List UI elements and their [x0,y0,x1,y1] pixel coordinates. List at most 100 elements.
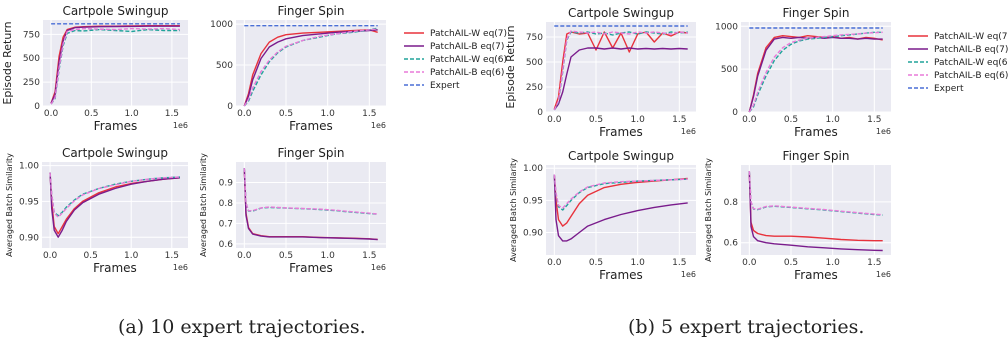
x-tick-label: 1.0 [124,109,139,119]
x-axis-label: Frames [289,261,333,275]
legend-b: PatchAIL-W eq(7) PatchAIL-B eq(7) PatchAIL… [908,32,1008,94]
legend-label: PatchAIL-B eq(6) [430,68,504,78]
x-tick-label: 1.5 [165,109,179,119]
x-axis-label: Frames [289,119,333,133]
chart-a-finger-return: 0.0 0.5 1.0 1.5 0 500 1000 Finger Spin Frames 1e6 [210,4,386,133]
y-tick-label: 0.90 [523,229,543,239]
x-exponent-label: 1e6 [876,127,891,136]
legend-a: PatchAIL-W eq(7) PatchAIL-B eq(7) PatchAIL… [404,29,507,91]
chart-title: Finger Spin [278,4,345,18]
x-tick-label: 0.0 [742,115,757,125]
x-tick-label: 0.0 [237,251,252,261]
legend-label: PatchAIL-W eq(7) [934,32,1008,42]
chart-title: Finger Spin [783,149,850,163]
x-tick-label: 1.0 [826,115,841,125]
chart-b-finger-return: 0.0 0.5 1.0 1.5 0 500 1000 Finger Spin Frames 1e6 [715,6,891,139]
chart-a-cartpole-sim: 0.0 0.5 1.0 1.5 0.90 0.95 1.00 Cartpole Swingup… [5,146,188,275]
x-tick-label: 1.0 [826,258,841,268]
x-tick-label: 0.0 [237,109,252,119]
x-tick-label: 1.5 [867,258,881,268]
plot-area [546,165,696,255]
series-line [243,28,378,107]
x-tick-label: 0.0 [742,258,757,268]
series-line [748,171,883,216]
y-tick-label: 0 [537,108,543,118]
series-line [243,29,378,107]
y-tick-label: 0 [34,102,40,112]
x-tick-label: 1.0 [631,258,646,268]
y-tick-label: 0.6 [724,239,739,249]
series-line [553,174,688,209]
x-exponent-label: 1e6 [371,121,386,130]
x-tick-label: 1.5 [672,115,686,125]
x-axis-label: Frames [794,125,838,139]
legend-label: Expert [934,84,964,94]
series-line [50,25,180,104]
series-line [553,174,688,227]
y-tick-label: 250 [526,83,543,93]
y-tick-label: 1000 [210,20,233,30]
y-tick-label: 1.00 [19,162,39,172]
x-tick-label: 1.0 [124,251,139,261]
y-tick-label: 0.95 [19,197,39,207]
y-tick-label: 500 [216,61,233,71]
legend-label: PatchAIL-W eq(7) [430,29,507,39]
y-axis-label: Averaged Batch Similarity [704,158,713,262]
legend-label: PatchAIL-W eq(6) [934,58,1008,68]
series-line [748,31,883,113]
y-tick-label: 0.8 [219,199,234,209]
legend-label: PatchAIL-B eq(6) [934,71,1008,81]
y-axis-label: Episode Return [1,21,14,104]
caption-b: (b) 5 expert trajectories. [628,316,865,338]
series-line [553,30,688,111]
series-line [50,27,180,105]
series-line [748,171,883,242]
y-tick-label: 500 [526,58,543,68]
series-line [49,172,180,218]
x-exponent-label: 1e6 [371,263,386,272]
plot-area [42,162,188,248]
x-tick-label: 1.5 [672,258,686,268]
y-axis-label: Averaged Batch Similarity [5,153,14,257]
chart-title: Cartpole Swingup [62,146,168,160]
series-line [748,171,883,252]
chart-title: Cartpole Swingup [62,4,168,18]
x-tick-label: 1.5 [362,109,376,119]
series-line [243,29,378,107]
series-line [553,47,688,111]
x-exponent-label: 1e6 [681,127,696,136]
y-axis-label: Averaged Batch Similarity [199,153,208,257]
chart-b-cartpole-sim: 0.0 0.5 1.0 1.5 0.90 0.95 1.00 Cartpole Swingup… [509,149,696,282]
caption-a: (a) 10 expert trajectories. [118,316,366,338]
x-tick-label: 1.0 [631,115,646,125]
chart-b-cartpole-return: 0.0 0.5 1.0 1.5 0 250 500 750 Cartpole Swingup Fr… [504,6,696,139]
x-exponent-label: 1e6 [173,121,188,130]
chart-a-finger-sim: 0.0 0.5 1.0 1.5 0.6 0.7 0.8 0.9 Finger Spin Frame… [199,146,386,275]
legend-label: PatchAIL-W eq(6) [430,55,507,65]
y-tick-label: 0 [227,102,233,112]
y-tick-label: 500 [721,65,738,75]
y-tick-label: 750 [526,33,543,43]
x-tick-label: 0.5 [784,258,798,268]
chart-title: Cartpole Swingup [568,6,674,20]
x-tick-label: 0.5 [784,115,798,125]
x-tick-label: 1.5 [165,251,179,261]
y-tick-label: 750 [23,30,40,40]
y-tick-label: 0.7 [219,219,233,229]
x-axis-label: Frames [93,261,137,275]
series-line [553,31,688,111]
x-tick-label: 0.5 [84,109,98,119]
x-tick-label: 0.0 [43,251,58,261]
legend-label: PatchAIL-B eq(7) [430,42,504,52]
y-tick-label: 0.8 [724,198,739,208]
chart-title: Finger Spin [278,146,345,160]
legend-label: PatchAIL-B eq(7) [934,45,1008,55]
x-axis-label: Frames [599,125,643,139]
x-axis-label: Frames [794,268,838,282]
x-axis-label: Frames [94,119,138,133]
x-tick-label: 1.0 [321,251,336,261]
y-tick-label: 0.9 [219,178,234,188]
x-tick-label: 1.5 [867,115,881,125]
x-tick-label: 0.0 [547,115,562,125]
